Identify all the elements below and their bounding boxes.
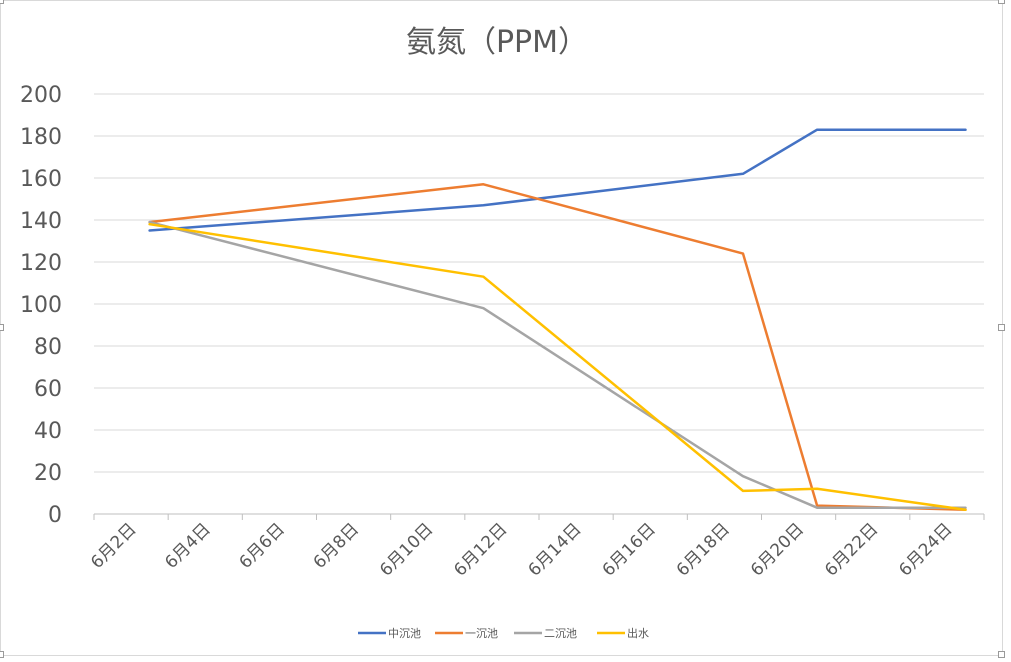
x-tick-label: 6月16日 <box>599 519 660 580</box>
resize-handle-right[interactable] <box>998 324 1005 331</box>
y-axis-ticks: 0 20 40 60 80 100 120 140 160 180 200 <box>20 83 62 528</box>
y-tick-label: 80 <box>34 335 62 360</box>
resize-handle-bottom-right[interactable] <box>998 651 1005 658</box>
y-tick-label: 0 <box>48 503 62 528</box>
x-tick-label: 6月8日 <box>310 519 363 572</box>
x-tick-label: 6月12日 <box>450 519 511 580</box>
x-tick-label: 6月10日 <box>376 519 437 580</box>
grid-lines <box>94 93 984 515</box>
y-tick-label: 20 <box>34 461 62 486</box>
x-tick-label: 6月24日 <box>895 519 956 580</box>
legend-label-2: 二沉池 <box>544 627 577 640</box>
x-tick-label: 6月20日 <box>747 519 808 580</box>
legend-label-1: 一沉池 <box>465 627 498 640</box>
resize-handle-top-left[interactable] <box>0 0 4 4</box>
x-tick-label: 6月4日 <box>161 519 214 572</box>
series-lines <box>148 128 967 512</box>
x-tick-label: 6月14日 <box>524 519 585 580</box>
y-tick-label: 180 <box>20 125 62 150</box>
x-axis: 6月2日 6月4日 6月6日 6月8日 6月10日 6月12日 6月14日 6月16日 6月18… <box>87 514 985 581</box>
series-line-3 <box>148 222 967 512</box>
legend-label-0: 中沉池 <box>388 627 421 640</box>
x-tick-label: 6月6日 <box>235 519 288 572</box>
resize-handle-top-right[interactable] <box>998 0 1005 4</box>
y-tick-label: 140 <box>20 209 62 234</box>
y-tick-label: 160 <box>20 167 62 192</box>
y-tick-label: 100 <box>20 293 62 318</box>
y-tick-label: 200 <box>20 83 62 108</box>
legend: 中沉池 一沉池 二沉池 出水 <box>358 626 649 640</box>
series-line-1 <box>148 183 967 512</box>
series-line-0 <box>148 128 967 232</box>
x-tick-label: 6月2日 <box>87 519 140 572</box>
y-tick-label: 120 <box>20 251 62 276</box>
chart-title: 氨氮（PPM） <box>406 25 588 60</box>
legend-label-3: 出水 <box>627 626 649 640</box>
x-tick-label: 6月22日 <box>821 519 882 580</box>
x-tick-label: 6月18日 <box>673 519 734 580</box>
resize-handle-left[interactable] <box>0 324 4 331</box>
resize-handle-bottom-left[interactable] <box>0 651 4 658</box>
y-tick-label: 40 <box>34 419 62 444</box>
y-tick-label: 60 <box>34 377 62 402</box>
series-line-2 <box>148 220 967 509</box>
